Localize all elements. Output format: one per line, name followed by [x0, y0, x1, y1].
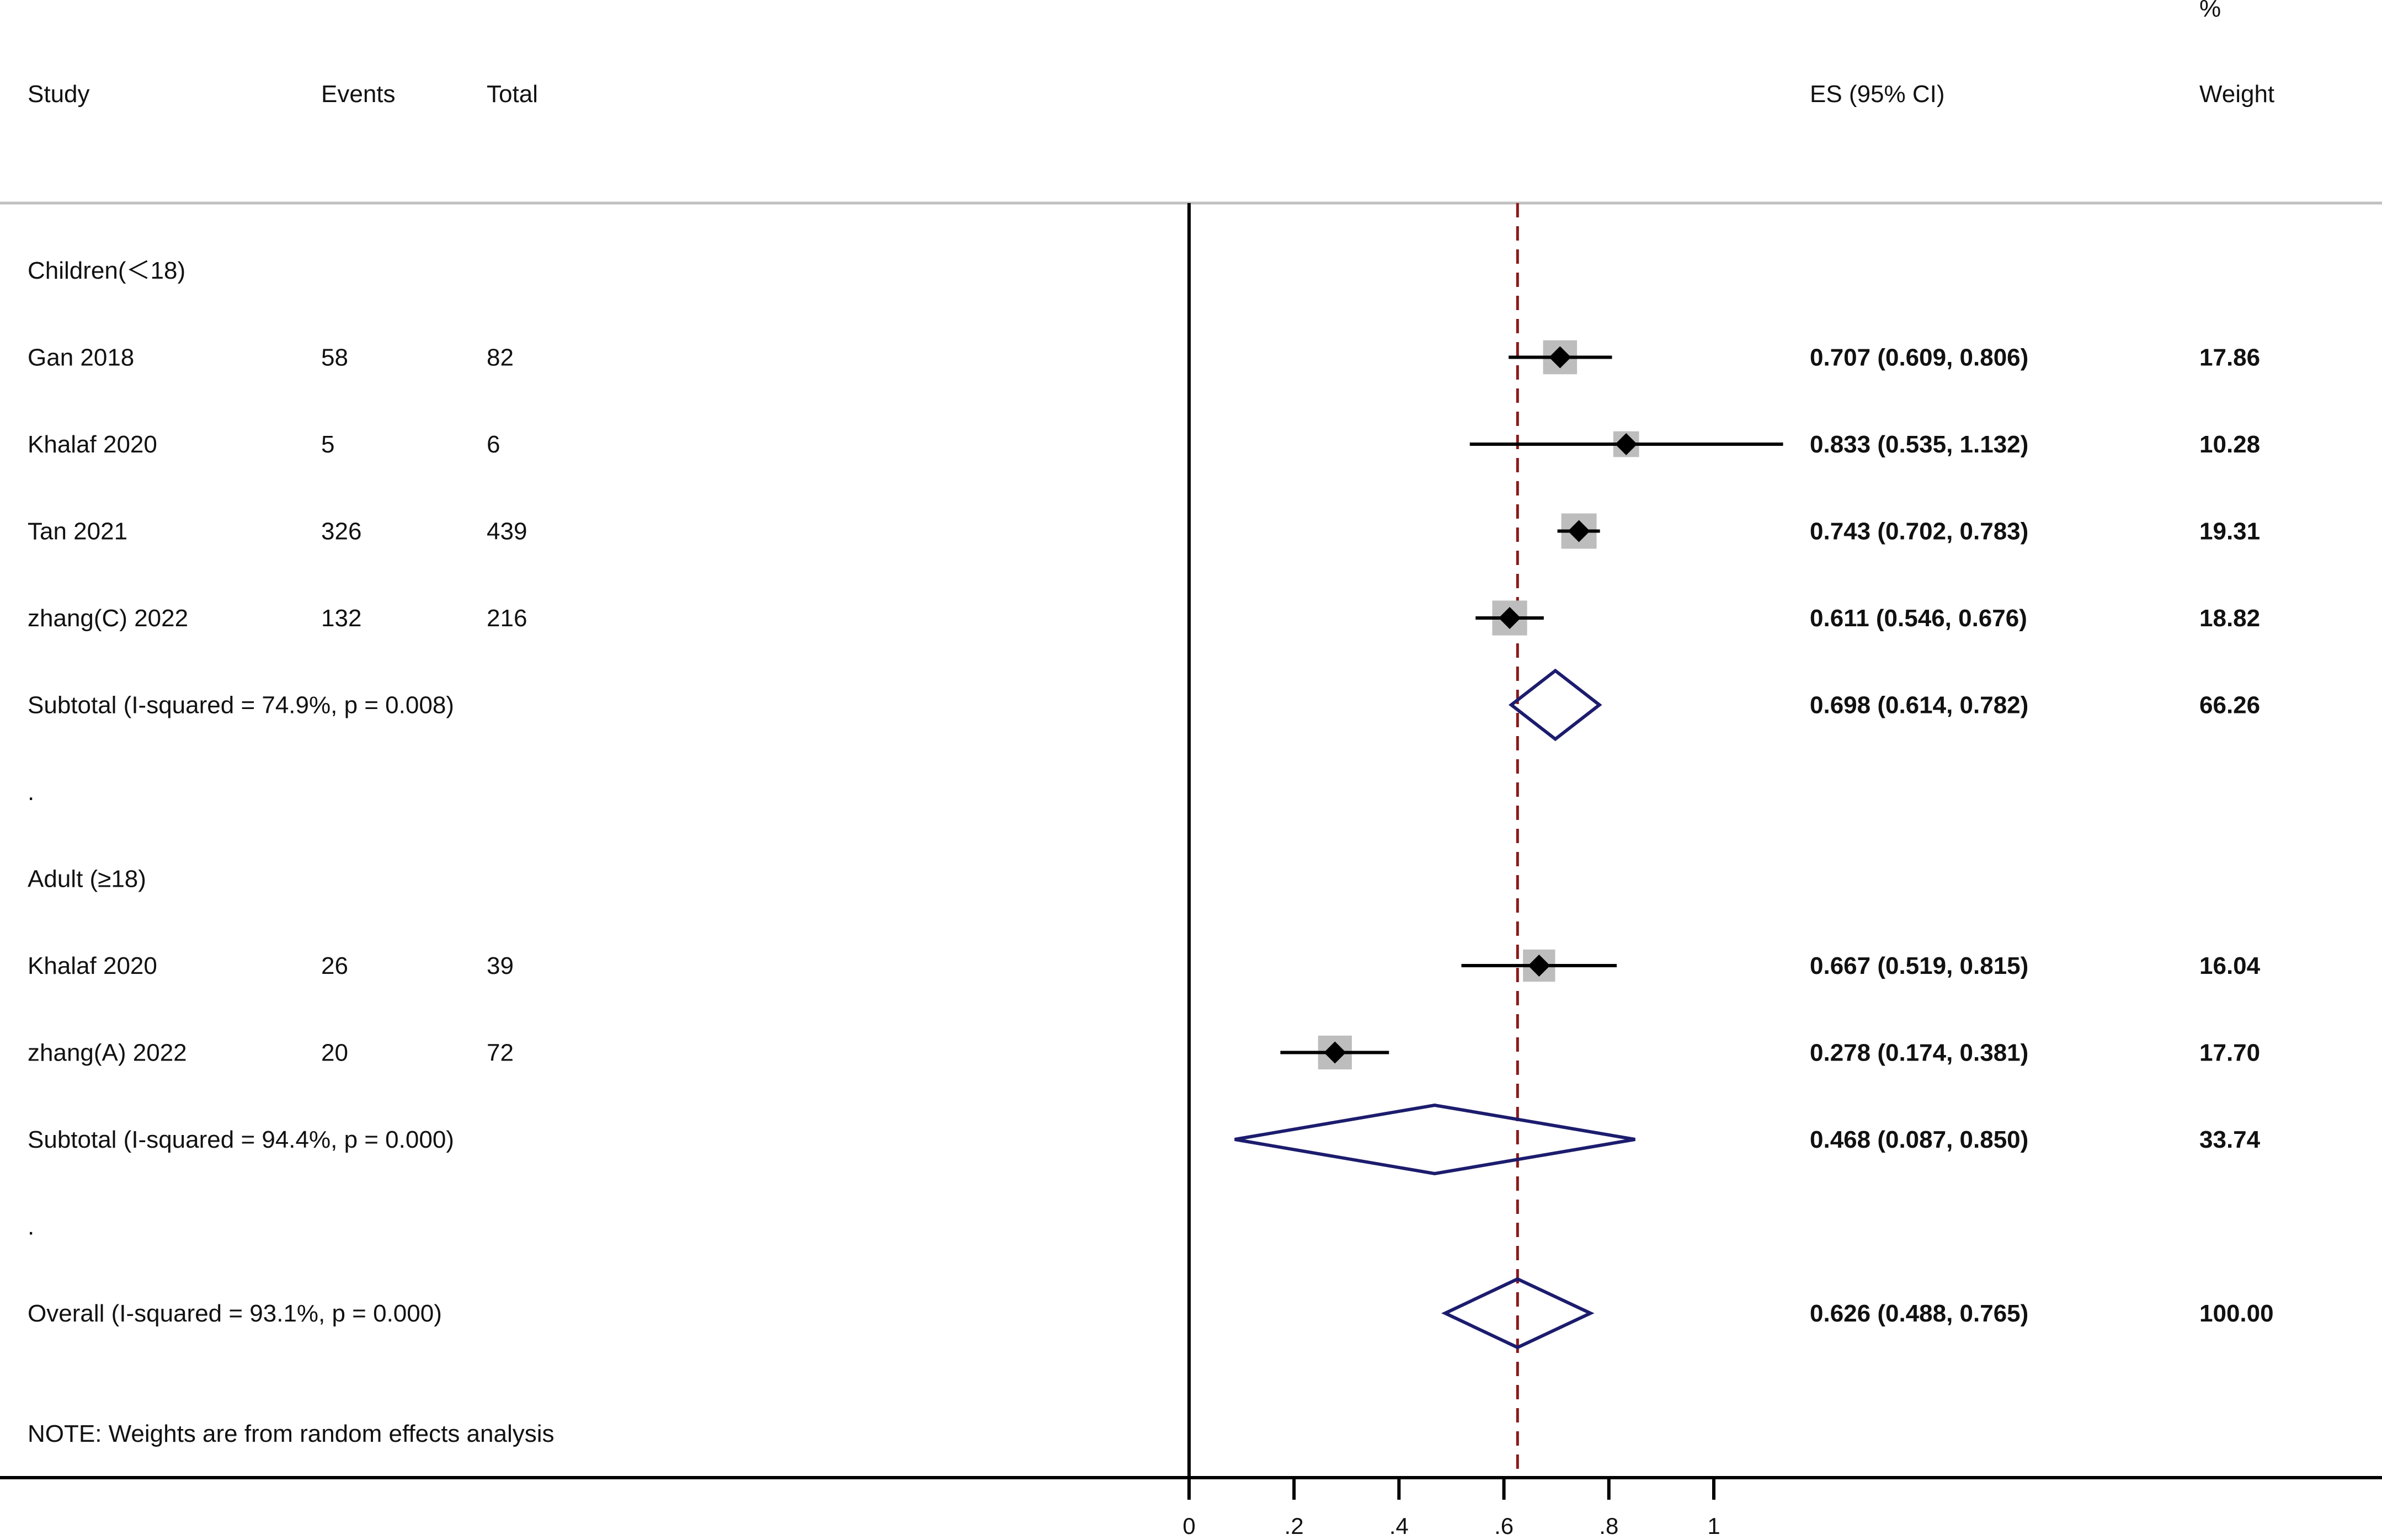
- point-estimate: [1615, 433, 1638, 455]
- row-subtotal: Subtotal (I-squared = 94.4%, p = 0.000) 0…: [28, 1103, 2261, 1176]
- row-study: zhang(C) 2022 132 216 0.611 (0.546, 0.676) 1…: [28, 600, 2260, 636]
- header-total: Total: [487, 81, 538, 108]
- x-tick-label: .2: [1285, 1513, 1304, 1539]
- row-group: Children(＜18): [28, 257, 185, 284]
- es-ci-value: 0.611 (0.546, 0.676): [1810, 605, 2027, 632]
- total-value: 6: [487, 431, 500, 458]
- column-headers: Study Events Total ES (95% CI) % Weight: [28, 0, 2274, 108]
- total-value: 72: [487, 1040, 514, 1067]
- study-label: Gan 2018: [28, 344, 134, 371]
- weight-value: 66.26: [2199, 692, 2260, 719]
- weight-value: 33.74: [2199, 1126, 2261, 1153]
- es-ci-value: 0.468 (0.087, 0.850): [1810, 1126, 2028, 1153]
- point-estimate: [1528, 955, 1550, 977]
- weight-value: 19.31: [2199, 518, 2260, 545]
- header-weight-pct: %: [2199, 0, 2221, 22]
- x-axis: 0 .2 .4 .6 .8 1: [1182, 1478, 1720, 1539]
- x-tick-label: .8: [1599, 1513, 1618, 1539]
- row-study: Tan 2021 326 439 0.743 (0.702, 0.783) 19.31: [28, 513, 2260, 549]
- header-events: Events: [321, 81, 396, 108]
- events-value: 132: [321, 605, 361, 632]
- events-value: 20: [321, 1040, 348, 1067]
- es-ci-value: 0.707 (0.609, 0.806): [1810, 344, 2028, 371]
- x-tick-label: .4: [1389, 1513, 1409, 1539]
- study-label: Khalaf 2020: [28, 431, 157, 458]
- es-ci-value: 0.833 (0.535, 1.132): [1810, 431, 2028, 458]
- header-study: Study: [28, 81, 90, 108]
- subtotal-label: Subtotal (I-squared = 94.4%, p = 0.000): [28, 1126, 454, 1153]
- total-value: 216: [487, 605, 527, 632]
- es-ci-value: 0.743 (0.702, 0.783): [1810, 518, 2028, 545]
- x-tick-label: 1: [1707, 1513, 1720, 1539]
- subtotal-diamond: [1234, 1103, 1635, 1176]
- events-value: 26: [321, 952, 348, 979]
- row-spacer: .: [28, 779, 34, 806]
- row-study: Khalaf 2020 5 6 0.833 (0.535, 1.132) 10.28: [28, 431, 2260, 458]
- header-weight: Weight: [2199, 81, 2274, 108]
- row-spacer: .: [28, 1213, 34, 1240]
- weight-value: 100.00: [2199, 1300, 2274, 1327]
- weight-value: 16.04: [2199, 952, 2261, 979]
- x-tick-label: .6: [1494, 1513, 1514, 1539]
- row-subtotal: Subtotal (I-squared = 74.9%, p = 0.008) 0…: [28, 668, 2260, 742]
- weight-value: 18.82: [2199, 605, 2260, 632]
- weights-note: NOTE: Weights are from random effects an…: [28, 1420, 555, 1447]
- point-estimate: [1549, 346, 1571, 369]
- study-label: zhang(A) 2022: [28, 1040, 187, 1067]
- total-value: 439: [487, 518, 527, 545]
- group-label: Adult (≥18): [28, 866, 146, 893]
- weight-value: 17.86: [2199, 344, 2260, 371]
- events-value: 58: [321, 344, 348, 371]
- header-es: ES (95% CI): [1810, 81, 1945, 108]
- study-label: zhang(C) 2022: [28, 605, 188, 632]
- point-estimate: [1499, 607, 1521, 629]
- total-value: 82: [487, 344, 514, 371]
- point-estimate: [1324, 1041, 1346, 1064]
- subtotal-diamond: [1509, 668, 1602, 742]
- events-value: 326: [321, 518, 361, 545]
- events-value: 5: [321, 431, 334, 458]
- spacer-label: .: [28, 779, 34, 806]
- rows-layer: Children(＜18) Gan 2018 58 82 0.707 (0.609, 0…: [28, 257, 2274, 1350]
- row-overall: Overall (I-squared = 93.1%, p = 0.000) 0.…: [28, 1277, 2274, 1350]
- row-study: Khalaf 2020 26 39 0.667 (0.519, 0.815) 16.04: [28, 949, 2261, 982]
- weight-value: 10.28: [2199, 431, 2260, 458]
- study-label: Tan 2021: [28, 518, 127, 545]
- study-label: Khalaf 2020: [28, 952, 157, 979]
- row-study: Gan 2018 58 82 0.707 (0.609, 0.806) 17.86: [28, 340, 2260, 375]
- es-ci-value: 0.667 (0.519, 0.815): [1810, 952, 2028, 979]
- overall-label: Overall (I-squared = 93.1%, p = 0.000): [28, 1300, 442, 1327]
- point-estimate: [1568, 520, 1590, 542]
- row-group: Adult (≥18): [28, 866, 146, 893]
- total-value: 39: [487, 952, 514, 979]
- es-ci-value: 0.698 (0.614, 0.782): [1810, 692, 2028, 719]
- subtotal-label: Subtotal (I-squared = 74.9%, p = 0.008): [28, 692, 454, 719]
- es-ci-value: 0.626 (0.488, 0.765): [1810, 1300, 2028, 1327]
- spacer-label: .: [28, 1213, 34, 1240]
- row-study: zhang(A) 2022 20 72 0.278 (0.174, 0.381) 17.…: [28, 1035, 2260, 1070]
- group-label: Children(＜18): [28, 257, 185, 284]
- overall-diamond: [1441, 1277, 1595, 1350]
- weight-value: 17.70: [2199, 1040, 2260, 1067]
- es-ci-value: 0.278 (0.174, 0.381): [1810, 1040, 2028, 1067]
- x-tick-label: 0: [1182, 1513, 1195, 1539]
